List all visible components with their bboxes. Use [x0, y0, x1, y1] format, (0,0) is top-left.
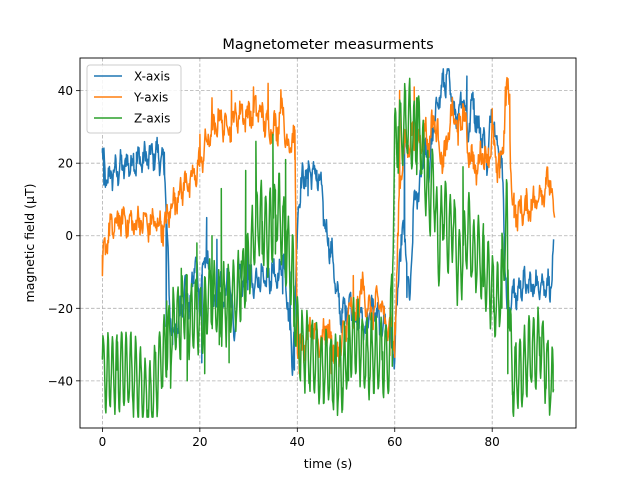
- x-axis-label: time (s): [304, 456, 352, 471]
- x-tick-label: 20: [192, 435, 207, 449]
- axes-frame: [79, 57, 577, 429]
- data-layer: [101, 68, 556, 418]
- x-tick-label: 60: [387, 435, 402, 449]
- legend-items: X-axis Y-axis Z-axis: [94, 70, 170, 126]
- chart-title: Magnetometer measurments: [222, 37, 433, 53]
- y-tick-label: −20: [48, 302, 73, 316]
- y-tick-label: −40: [48, 374, 73, 388]
- series-line-y-axis: [101, 76, 556, 375]
- x-tick-label: 0: [99, 435, 107, 449]
- legend-label-y-axis: Y-axis: [133, 91, 168, 105]
- y-tick-label: 20: [58, 157, 73, 171]
- legend: X-axis Y-axis Z-axis: [86, 64, 182, 134]
- legend-label-z-axis: Z-axis: [134, 112, 170, 126]
- legend-label-x-axis: X-axis: [134, 70, 170, 84]
- series-line-z-axis: [101, 77, 555, 418]
- y-tick-label: 40: [58, 84, 73, 98]
- tick-layer: 0 20 40 60 80 −40 −20 0 20 40: [48, 84, 500, 449]
- legend-box: [86, 64, 182, 134]
- x-tick-label: 80: [485, 435, 500, 449]
- y-tick-label: 0: [65, 229, 73, 243]
- y-axis-label: magnetic field (μT): [22, 184, 37, 303]
- x-tick-label: 40: [290, 435, 305, 449]
